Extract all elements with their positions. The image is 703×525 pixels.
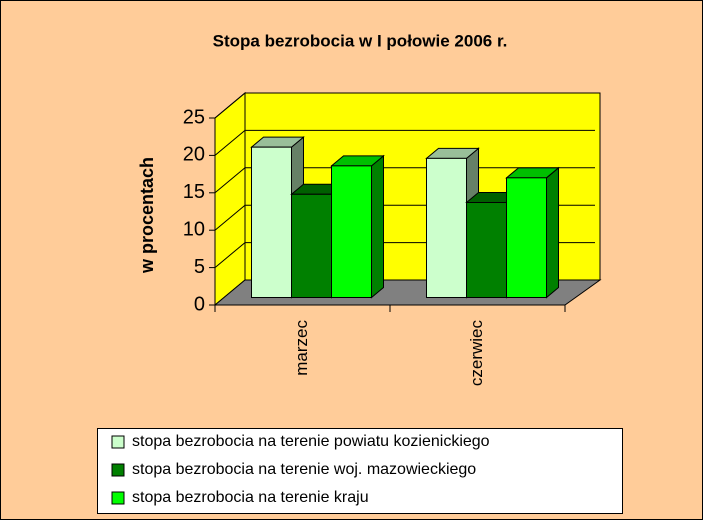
- y-tick-label: 0: [194, 293, 205, 315]
- legend-label: stopa bezrobocia na terenie woj. mazowie…: [132, 461, 476, 478]
- y-tick-label: 5: [194, 256, 205, 278]
- y-tick-label: 20: [183, 144, 205, 166]
- bar-side: [371, 154, 384, 299]
- y-tick-label: 10: [183, 218, 205, 240]
- chart-title: Stopa bezrobocia w I połowie 2006 r.: [213, 31, 508, 50]
- y-axis-label: w procentach: [137, 157, 157, 274]
- y-tick-label: 25: [183, 106, 205, 128]
- bar: [506, 177, 547, 299]
- grid-line: [214, 92, 595, 119]
- bar: [331, 165, 372, 298]
- bar: [251, 146, 292, 298]
- legend-label: stopa bezrobocia na terenie powiatu kozi…: [132, 433, 490, 450]
- bar: [426, 157, 467, 298]
- legend-swatch: [111, 491, 125, 505]
- y-tick-label: 15: [183, 181, 205, 203]
- grid-line: [214, 129, 595, 156]
- legend: [97, 428, 623, 514]
- bar-side: [546, 166, 559, 299]
- x-tick-label: marzec: [292, 320, 311, 376]
- legend-label: stopa bezrobocia na terenie kraju: [132, 489, 369, 506]
- left-wall: [214, 91, 246, 307]
- legend-swatch: [111, 435, 125, 449]
- bar: [466, 202, 507, 298]
- bar: [291, 193, 332, 298]
- x-tick-label: czerwiec: [467, 320, 486, 387]
- legend-swatch: [111, 463, 125, 477]
